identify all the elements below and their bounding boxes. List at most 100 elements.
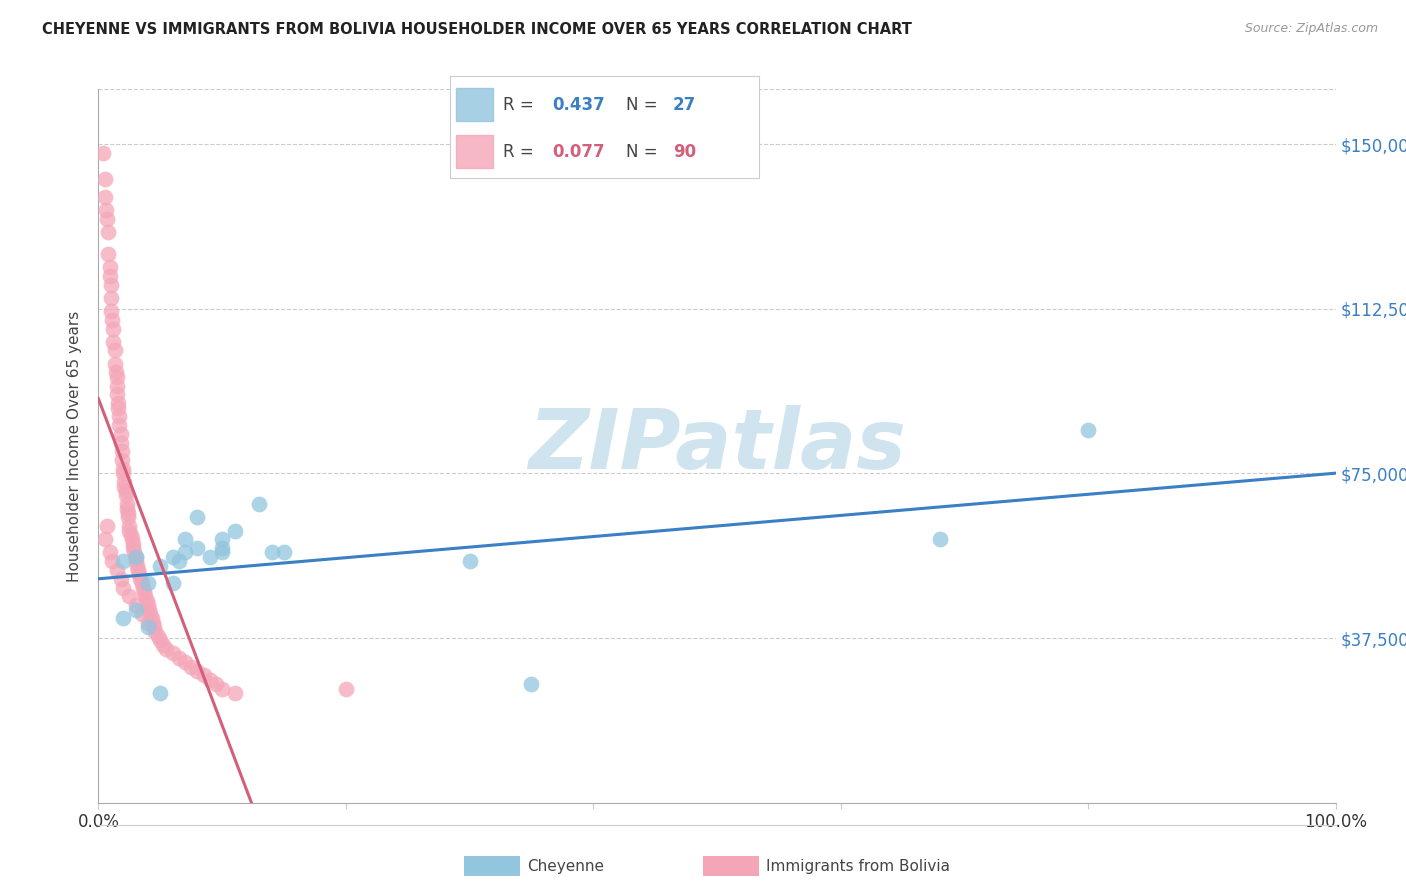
Cheyenne [247,497,270,511]
Immigrants from Bolivia [124,598,146,612]
Immigrants from Bolivia [193,668,215,682]
Immigrants from Bolivia [142,615,165,630]
Text: N =: N = [626,143,664,161]
Cheyenne [112,611,135,625]
Immigrants from Bolivia [138,602,160,616]
Y-axis label: Householder Income Over 65 years: Householder Income Over 65 years [67,310,83,582]
Bar [456,136,494,168]
Cheyenne [186,510,208,524]
Immigrants from Bolivia [155,642,177,657]
Immigrants from Bolivia [149,633,172,648]
Immigrants from Bolivia [96,211,118,226]
Immigrants from Bolivia [335,681,357,696]
Immigrants from Bolivia [101,312,124,326]
Immigrants from Bolivia [120,528,142,542]
Immigrants from Bolivia [110,572,132,586]
Immigrants from Bolivia [110,426,132,441]
Text: N =: N = [626,95,664,113]
Immigrants from Bolivia [112,581,135,595]
Immigrants from Bolivia [111,444,134,458]
Immigrants from Bolivia [124,554,146,568]
Immigrants from Bolivia [135,594,157,608]
Cheyenne [149,558,172,573]
Immigrants from Bolivia [131,576,153,591]
Immigrants from Bolivia [124,545,146,559]
Immigrants from Bolivia [186,664,208,678]
Immigrants from Bolivia [98,268,121,283]
Cheyenne [136,576,159,591]
Immigrants from Bolivia [134,590,156,604]
Immigrants from Bolivia [136,615,159,630]
Immigrants from Bolivia [115,497,138,511]
Immigrants from Bolivia [211,681,233,696]
Immigrants from Bolivia [93,533,115,547]
Immigrants from Bolivia [111,453,134,467]
Immigrants from Bolivia [146,629,169,643]
Text: 90: 90 [672,143,696,161]
Immigrants from Bolivia [103,334,125,349]
Immigrants from Bolivia [143,620,166,634]
Text: Source: ZipAtlas.com: Source: ZipAtlas.com [1244,22,1378,36]
Text: Cheyenne: Cheyenne [527,859,605,873]
Cheyenne [162,549,184,564]
Immigrants from Bolivia [110,435,132,450]
Immigrants from Bolivia [105,378,128,392]
Immigrants from Bolivia [112,475,135,490]
Cheyenne [211,541,233,555]
Immigrants from Bolivia [198,673,221,687]
Immigrants from Bolivia [105,387,128,401]
Text: R =: R = [502,143,538,161]
Immigrants from Bolivia [108,409,131,424]
Immigrants from Bolivia [103,321,125,335]
Cheyenne [224,524,246,538]
Immigrants from Bolivia [143,624,166,639]
Immigrants from Bolivia [115,501,138,516]
Immigrants from Bolivia [162,647,184,661]
Immigrants from Bolivia [152,638,174,652]
Cheyenne [149,686,172,700]
Immigrants from Bolivia [105,369,128,384]
Immigrants from Bolivia [141,611,163,625]
Cheyenne [273,545,295,559]
Immigrants from Bolivia [93,145,115,160]
Cheyenne [211,533,233,547]
Immigrants from Bolivia [117,506,139,520]
Cheyenne [162,576,184,591]
Cheyenne [112,554,135,568]
Immigrants from Bolivia [136,598,159,612]
Immigrants from Bolivia [97,225,120,239]
Immigrants from Bolivia [112,467,135,481]
Immigrants from Bolivia [94,202,117,217]
Immigrants from Bolivia [224,686,246,700]
Immigrants from Bolivia [205,677,228,691]
Cheyenne [174,545,197,559]
Immigrants from Bolivia [107,396,129,410]
Immigrants from Bolivia [114,483,136,498]
Immigrants from Bolivia [139,607,162,621]
Text: CHEYENNE VS IMMIGRANTS FROM BOLIVIA HOUSEHOLDER INCOME OVER 65 YEARS CORRELATION: CHEYENNE VS IMMIGRANTS FROM BOLIVIA HOUS… [42,22,912,37]
Text: R =: R = [502,95,538,113]
Immigrants from Bolivia [100,291,122,305]
Cheyenne [928,533,950,547]
Immigrants from Bolivia [112,462,135,476]
Immigrants from Bolivia [114,488,136,502]
Immigrants from Bolivia [112,480,135,494]
Immigrants from Bolivia [103,343,125,358]
Immigrants from Bolivia [100,277,122,292]
Cheyenne [520,677,543,691]
Immigrants from Bolivia [127,563,149,577]
Text: 0.077: 0.077 [553,143,605,161]
Text: Immigrants from Bolivia: Immigrants from Bolivia [766,859,950,873]
Immigrants from Bolivia [122,537,145,551]
Immigrants from Bolivia [93,190,115,204]
Cheyenne [174,533,197,547]
Immigrants from Bolivia [98,260,121,274]
Immigrants from Bolivia [125,558,148,573]
Immigrants from Bolivia [103,357,125,371]
Immigrants from Bolivia [124,549,146,564]
Cheyenne [260,545,283,559]
Immigrants from Bolivia [129,572,152,586]
Cheyenne [211,545,233,559]
Immigrants from Bolivia [121,533,143,547]
Cheyenne [1077,423,1099,437]
